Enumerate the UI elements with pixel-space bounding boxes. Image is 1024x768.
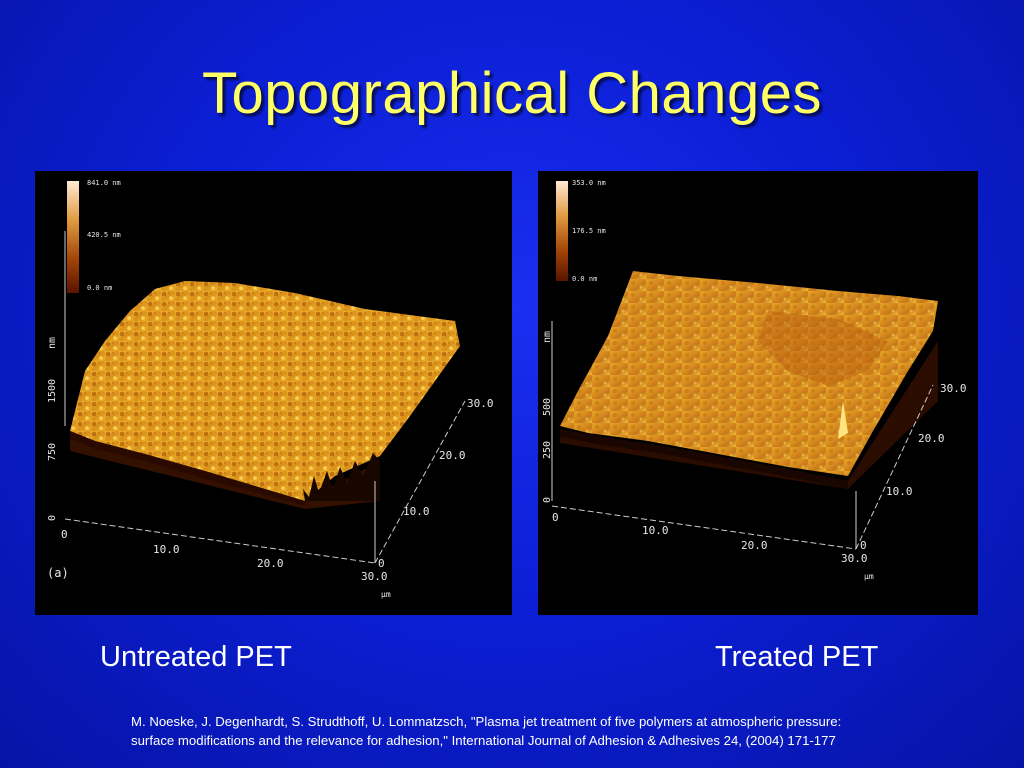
y-tick-30: 30.0 bbox=[467, 397, 494, 410]
slide-title: Topographical Changes bbox=[202, 61, 822, 126]
scale-max-label: 353.0 nm bbox=[572, 179, 606, 187]
x-tick-20: 20.0 bbox=[741, 539, 768, 552]
citation-line-2: surface modifications and the relevance … bbox=[131, 733, 836, 748]
y-tick-10: 10.0 bbox=[886, 485, 913, 498]
x-axis-unit: µm bbox=[864, 572, 874, 581]
z-tick-0: 0 bbox=[47, 515, 58, 521]
citation: M. Noeske, J. Degenhardt, S. Strudthoff,… bbox=[131, 712, 931, 750]
y-tick-30: 30.0 bbox=[940, 382, 967, 395]
color-scale-bar bbox=[67, 181, 79, 293]
caption-treated: Treated PET bbox=[715, 641, 879, 673]
y-tick-10: 10.0 bbox=[403, 505, 430, 518]
x-tick-10: 10.0 bbox=[153, 543, 180, 556]
y-tick-20: 20.0 bbox=[439, 449, 466, 462]
y-tick-0: 0 bbox=[378, 557, 385, 570]
scale-mid-label: 176.5 nm bbox=[572, 227, 606, 235]
x-tick-30: 30.0 bbox=[841, 552, 868, 565]
y-tick-0: 0 bbox=[860, 539, 867, 552]
z-tick-1500: 1500 bbox=[47, 379, 58, 403]
x-axis-unit: µm bbox=[381, 590, 391, 599]
scale-min-label: 0.0 nm bbox=[87, 284, 112, 292]
z-tick-750: 750 bbox=[47, 443, 58, 461]
scale-max-label: 841.0 nm bbox=[87, 179, 121, 187]
caption-untreated: Untreated PET bbox=[100, 641, 292, 673]
scale-mid-label: 420.5 nm bbox=[87, 231, 121, 239]
z-axis-unit: nm bbox=[542, 331, 553, 343]
citation-line-1: M. Noeske, J. Degenhardt, S. Strudthoff,… bbox=[131, 714, 842, 729]
z-tick-250: 250 bbox=[542, 441, 553, 459]
surface-plot-untreated bbox=[70, 281, 460, 501]
z-tick-500: 500 bbox=[542, 398, 553, 416]
scale-min-label: 0.0 nm bbox=[572, 275, 597, 283]
z-tick-0: 0 bbox=[542, 497, 553, 503]
x-tick-0: 0 bbox=[552, 511, 559, 524]
y-tick-20: 20.0 bbox=[918, 432, 945, 445]
x-tick-10: 10.0 bbox=[642, 524, 669, 537]
color-scale-bar bbox=[556, 181, 568, 281]
x-tick-30: 30.0 bbox=[361, 570, 388, 583]
x-tick-0: 0 bbox=[61, 528, 68, 541]
afm-image-treated: 353.0 nm 176.5 nm 0.0 nm nm 0 250 500 0 … bbox=[538, 171, 978, 615]
z-axis-unit: nm bbox=[47, 337, 58, 349]
panel-label-a: (a) bbox=[47, 566, 69, 580]
afm-image-untreated: 841.0 nm 420.5 nm 0.0 nm nm 0 750 1500 0… bbox=[35, 171, 512, 615]
x-tick-20: 20.0 bbox=[257, 557, 284, 570]
